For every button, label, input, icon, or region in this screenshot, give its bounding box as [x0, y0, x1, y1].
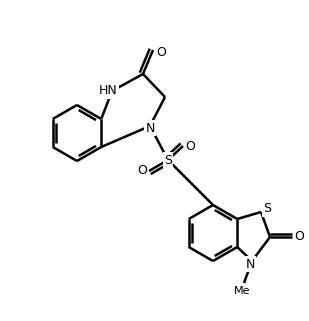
Text: HN: HN — [99, 84, 117, 98]
Text: N: N — [145, 122, 155, 134]
Text: O: O — [156, 46, 166, 58]
Text: O: O — [294, 230, 304, 244]
Text: O: O — [185, 140, 195, 152]
Text: Me: Me — [234, 286, 250, 296]
Text: S: S — [263, 203, 271, 215]
Text: O: O — [137, 164, 147, 178]
Text: S: S — [164, 153, 172, 167]
Text: N: N — [245, 257, 255, 271]
